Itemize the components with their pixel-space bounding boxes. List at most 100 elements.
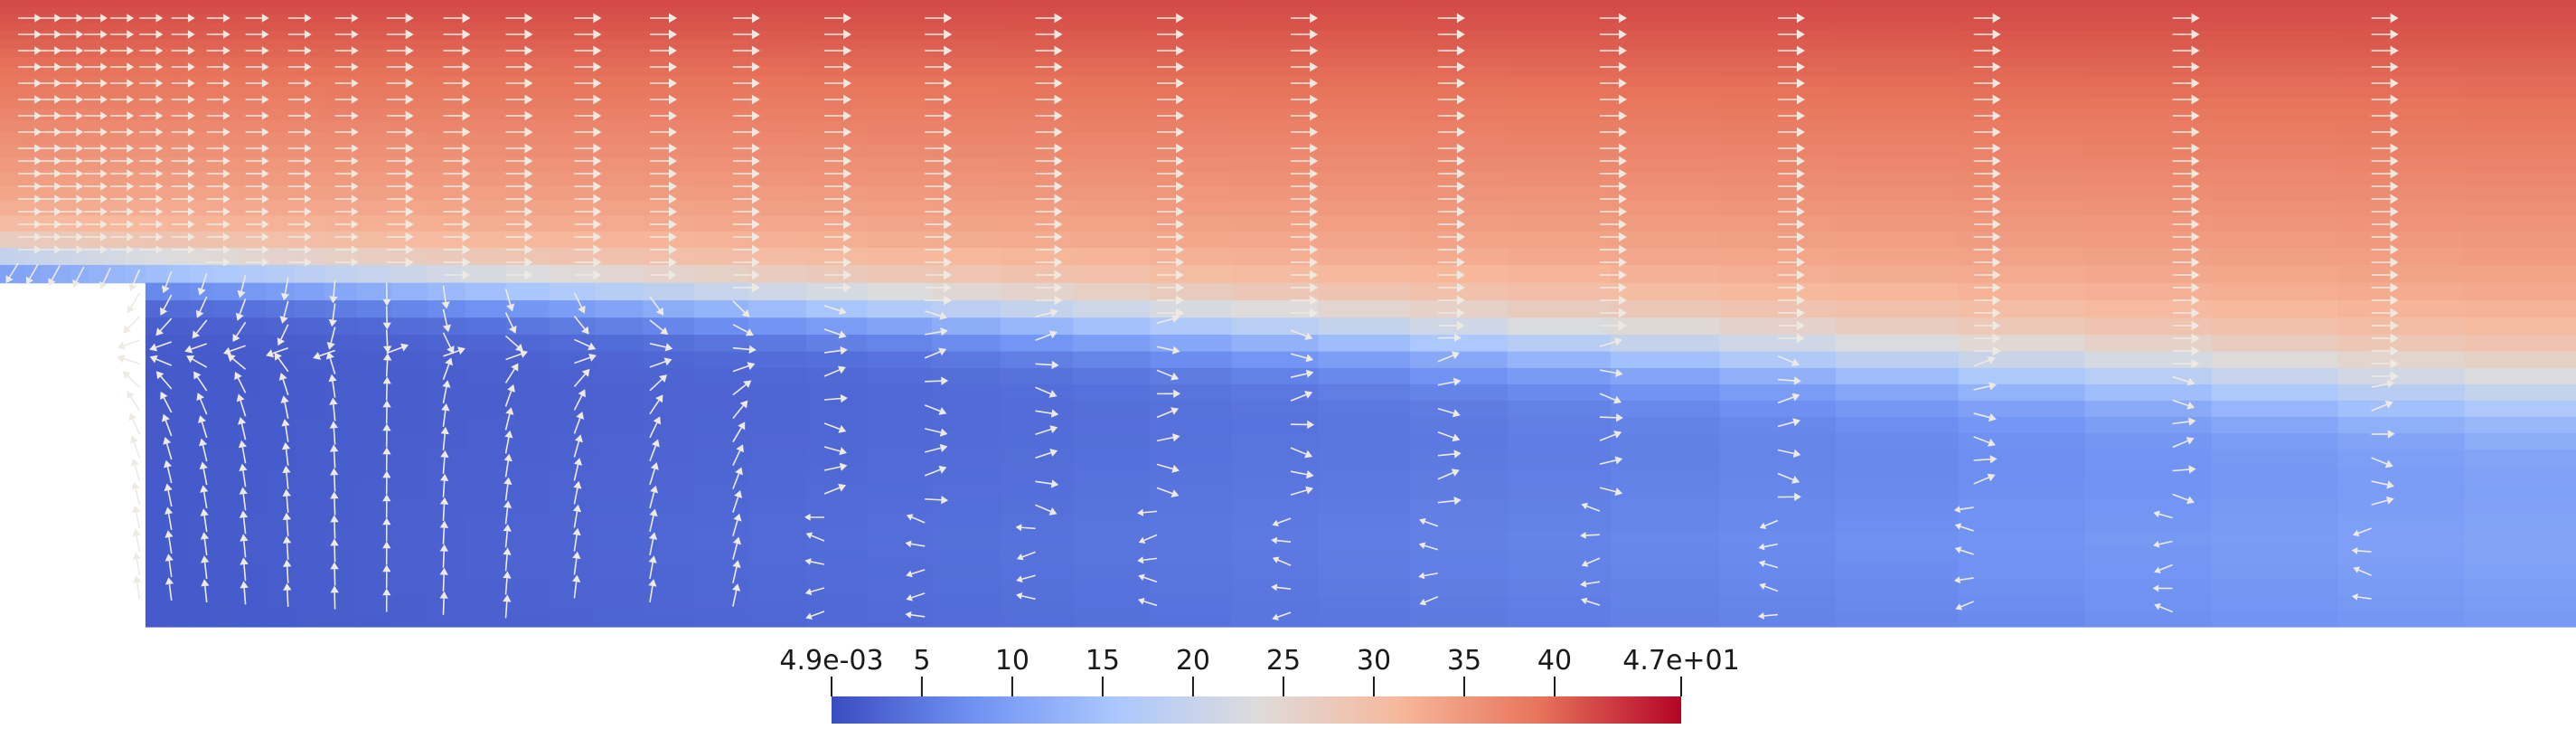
field-cell bbox=[805, 97, 868, 109]
field-cell bbox=[189, 7, 214, 15]
arrow-glyph-icon bbox=[287, 207, 312, 216]
arrow-glyph-icon bbox=[823, 244, 851, 255]
field-cell bbox=[1507, 39, 1612, 49]
field-cell bbox=[71, 132, 89, 146]
arrow-glyph-icon bbox=[1138, 573, 1158, 583]
field-cell bbox=[40, 14, 56, 24]
field-cell bbox=[125, 22, 146, 32]
arrow-glyph-icon bbox=[334, 245, 359, 254]
field-cell bbox=[594, 335, 644, 353]
arrow-glyph-icon bbox=[386, 13, 414, 24]
arrow-glyph-icon bbox=[1777, 156, 1805, 166]
arrow-glyph-icon bbox=[334, 220, 359, 229]
field-cell bbox=[1958, 264, 2086, 284]
field-cell bbox=[1410, 579, 1509, 597]
field-cell bbox=[427, 367, 466, 385]
field-cell bbox=[694, 30, 749, 40]
arrow-glyph-icon bbox=[1035, 360, 1059, 370]
field-cell bbox=[1073, 563, 1152, 581]
field-cell bbox=[2464, 351, 2576, 369]
field-cell bbox=[189, 416, 214, 434]
field-cell bbox=[40, 157, 56, 173]
field-cell bbox=[1318, 432, 1411, 450]
arrow-glyph-icon bbox=[1016, 551, 1036, 561]
field-cell bbox=[1318, 109, 1411, 121]
field-cell bbox=[1000, 367, 1074, 385]
field-cell bbox=[931, 76, 1001, 88]
field-cell bbox=[1958, 247, 2086, 266]
field-cell bbox=[505, 97, 550, 109]
field-cell bbox=[748, 185, 807, 201]
field-cell bbox=[1835, 0, 1960, 8]
field-cell bbox=[643, 87, 695, 99]
field-cell bbox=[1073, 264, 1152, 284]
arrow-glyph-icon bbox=[1437, 29, 1465, 40]
field-cell bbox=[1000, 546, 1074, 564]
field-cell bbox=[694, 514, 749, 532]
field-cell bbox=[549, 109, 596, 121]
field-cell bbox=[1507, 449, 1612, 467]
arrow-glyph-icon bbox=[1035, 156, 1063, 166]
colorbar-tick-label: 10 bbox=[995, 645, 1029, 677]
field-cell bbox=[125, 247, 146, 266]
field-cell bbox=[549, 76, 596, 88]
arrow-glyph-icon bbox=[1291, 257, 1319, 268]
field-cell bbox=[213, 132, 240, 146]
field-cell bbox=[748, 200, 807, 216]
field-cell bbox=[2084, 215, 2213, 232]
field-cell bbox=[1000, 335, 1074, 353]
field-cell bbox=[465, 383, 507, 402]
arrow-glyph-icon bbox=[649, 296, 664, 316]
arrow-glyph-icon bbox=[328, 374, 337, 398]
field-cell bbox=[1719, 7, 1837, 15]
field-cell bbox=[0, 185, 14, 201]
field-cell bbox=[1231, 48, 1320, 58]
arrow-glyph-icon bbox=[732, 232, 760, 242]
arrow-glyph-icon bbox=[1973, 257, 2001, 268]
field-cell bbox=[239, 132, 267, 146]
arrow-glyph-icon bbox=[443, 45, 471, 56]
arrow-glyph-icon bbox=[206, 182, 230, 191]
field-cell bbox=[2084, 611, 2213, 628]
field-cell bbox=[189, 247, 214, 266]
field-cell bbox=[931, 0, 1001, 8]
field-cell bbox=[1610, 39, 1721, 49]
field-cell bbox=[465, 335, 507, 353]
field-cell bbox=[324, 351, 358, 369]
field-cell bbox=[867, 30, 933, 40]
arrow-glyph-icon bbox=[1157, 94, 1184, 105]
field-cell bbox=[106, 231, 127, 249]
field-cell bbox=[805, 200, 868, 216]
field-cell bbox=[1318, 215, 1411, 232]
field-cell bbox=[1000, 383, 1074, 402]
field-cell bbox=[1150, 514, 1233, 532]
arrow-glyph-icon bbox=[287, 111, 312, 120]
arrow-glyph-icon bbox=[925, 270, 953, 280]
field-cell bbox=[55, 231, 72, 249]
field-cell bbox=[294, 231, 326, 249]
field-cell bbox=[88, 57, 108, 68]
field-cell bbox=[2337, 530, 2466, 548]
field-cell bbox=[71, 247, 89, 266]
arrow-glyph-icon bbox=[83, 245, 108, 254]
arrow-glyph-icon bbox=[1599, 13, 1627, 24]
field-cell bbox=[1318, 22, 1411, 32]
field-cell bbox=[931, 317, 1001, 336]
field-cell bbox=[1318, 145, 1411, 159]
field-cell bbox=[694, 530, 749, 548]
field-cell bbox=[1000, 120, 1074, 133]
field-cell bbox=[1835, 514, 1960, 532]
field-cell bbox=[106, 7, 127, 15]
field-cell bbox=[867, 400, 933, 418]
arrow-glyph-icon bbox=[245, 111, 269, 120]
field-cell bbox=[1958, 215, 2086, 232]
field-cell bbox=[1000, 611, 1074, 628]
arrow-glyph-icon bbox=[574, 127, 602, 137]
field-cell bbox=[594, 76, 644, 88]
arrow-glyph-icon bbox=[1599, 127, 1627, 137]
arrow-glyph-icon bbox=[2371, 371, 2399, 382]
field-cell bbox=[1410, 97, 1509, 109]
field-cell bbox=[643, 282, 695, 301]
field-cell bbox=[2337, 76, 2466, 88]
field-cell bbox=[805, 30, 868, 40]
